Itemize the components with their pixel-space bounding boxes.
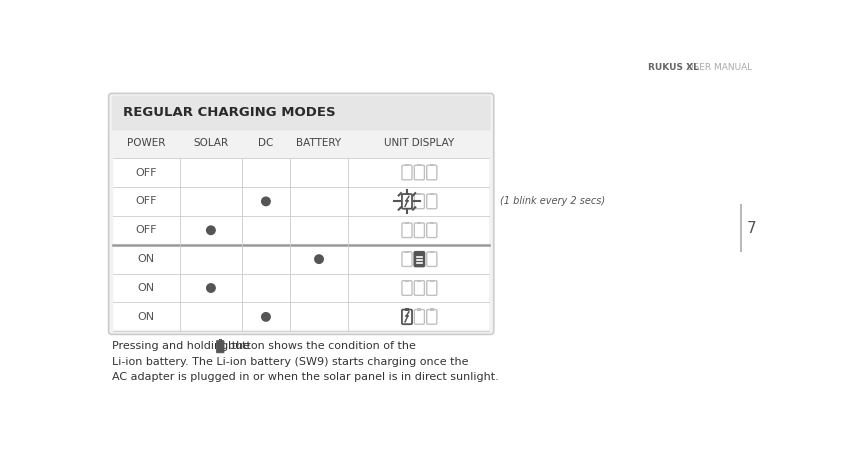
Text: UNIT DISPLAY: UNIT DISPLAY (384, 138, 455, 148)
FancyBboxPatch shape (430, 280, 434, 282)
FancyBboxPatch shape (405, 280, 408, 282)
Circle shape (207, 284, 215, 292)
Text: Pressing and holding the: Pressing and holding the (111, 341, 250, 351)
FancyBboxPatch shape (418, 308, 421, 311)
FancyBboxPatch shape (219, 339, 222, 341)
FancyBboxPatch shape (430, 222, 434, 224)
Text: (1 blink every 2 secs): (1 blink every 2 secs) (500, 196, 605, 207)
Circle shape (207, 226, 215, 235)
Text: AC adapter is plugged in or when the solar panel is in direct sunlight.: AC adapter is plugged in or when the sol… (111, 372, 499, 382)
Circle shape (262, 197, 270, 206)
Text: Li-ion battery. The Li-ion battery (SW9) starts charging once the: Li-ion battery. The Li-ion battery (SW9)… (111, 357, 468, 367)
FancyBboxPatch shape (113, 158, 490, 330)
FancyBboxPatch shape (430, 193, 434, 195)
FancyBboxPatch shape (111, 96, 490, 130)
Text: OFF: OFF (135, 225, 156, 235)
Text: ON: ON (138, 312, 154, 322)
FancyBboxPatch shape (109, 93, 494, 334)
FancyBboxPatch shape (418, 164, 421, 166)
FancyBboxPatch shape (418, 251, 421, 253)
Text: RUKUS XL: RUKUS XL (648, 63, 699, 72)
Text: POWER: POWER (127, 138, 165, 148)
FancyBboxPatch shape (418, 193, 421, 195)
FancyBboxPatch shape (430, 308, 434, 311)
FancyBboxPatch shape (430, 164, 434, 166)
Circle shape (315, 255, 323, 263)
Text: USER MANUAL: USER MANUAL (687, 63, 753, 72)
Text: ON: ON (138, 254, 154, 264)
FancyBboxPatch shape (418, 222, 421, 224)
Text: button shows the condition of the: button shows the condition of the (228, 341, 416, 351)
FancyBboxPatch shape (414, 252, 425, 267)
Text: BATTERY: BATTERY (296, 138, 342, 148)
FancyBboxPatch shape (405, 193, 408, 195)
Text: OFF: OFF (135, 167, 156, 178)
FancyBboxPatch shape (418, 280, 421, 282)
FancyBboxPatch shape (405, 164, 408, 166)
FancyBboxPatch shape (405, 251, 408, 253)
FancyBboxPatch shape (216, 341, 224, 353)
Text: SOLAR: SOLAR (193, 138, 229, 148)
Text: REGULAR CHARGING MODES: REGULAR CHARGING MODES (122, 106, 335, 119)
FancyBboxPatch shape (405, 222, 408, 224)
FancyBboxPatch shape (405, 308, 408, 311)
Circle shape (262, 313, 270, 321)
Text: 7: 7 (747, 221, 756, 235)
Text: ON: ON (138, 283, 154, 293)
Text: OFF: OFF (135, 196, 156, 207)
Text: DC: DC (258, 138, 273, 148)
FancyBboxPatch shape (430, 251, 434, 253)
